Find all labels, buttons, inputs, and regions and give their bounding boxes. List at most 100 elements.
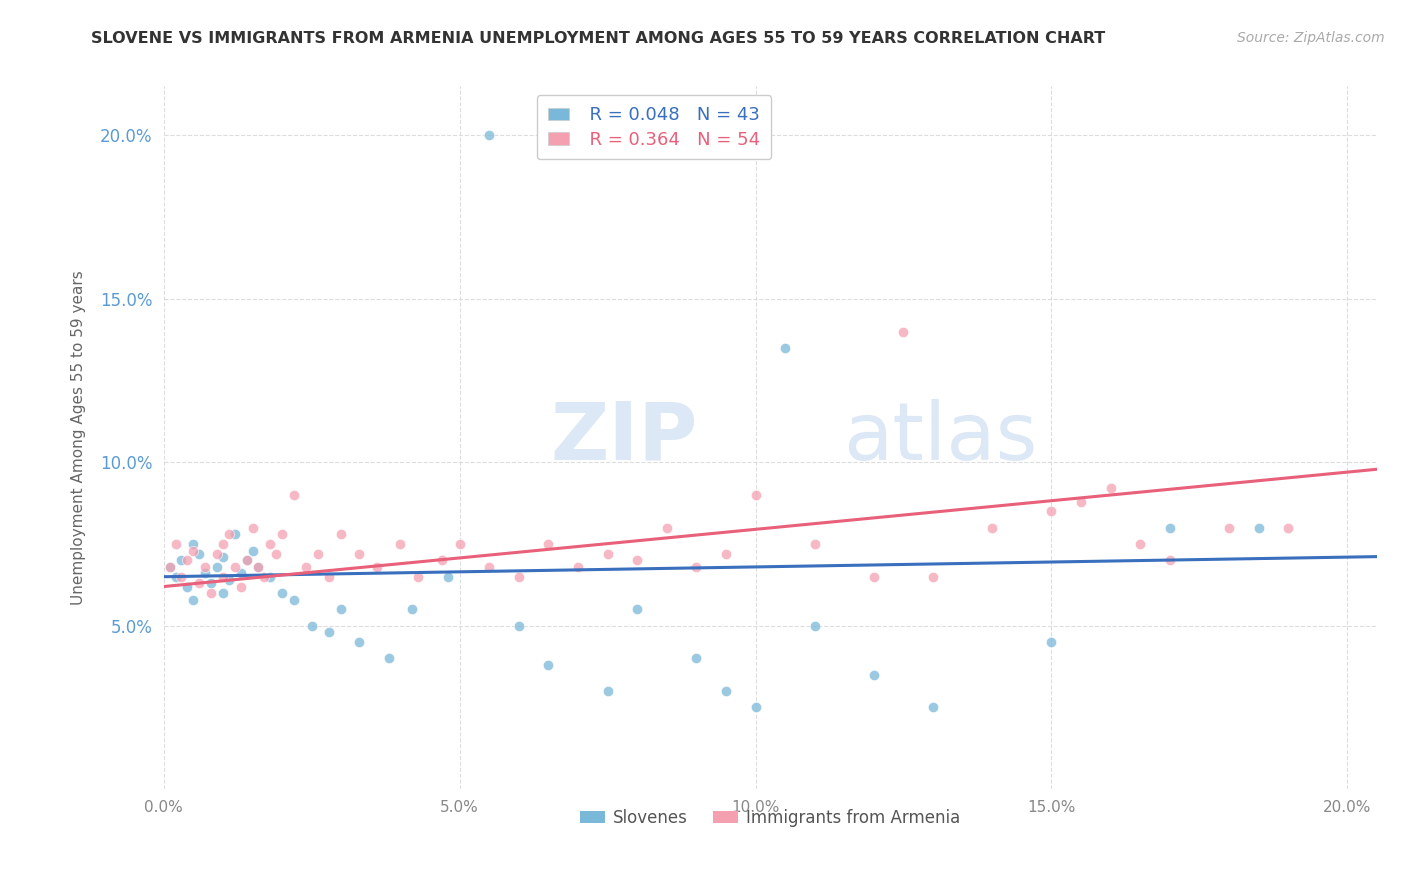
Point: [247, 560, 270, 574]
Point: [1247, 521, 1270, 535]
Point: [253, 570, 276, 584]
Point: [205, 547, 228, 561]
Point: [863, 668, 886, 682]
Point: [406, 570, 429, 584]
Point: [1040, 635, 1063, 649]
Point: [218, 573, 240, 587]
Point: [218, 527, 240, 541]
Point: [194, 560, 217, 574]
Point: [165, 570, 187, 584]
Point: [307, 547, 329, 561]
Point: [596, 684, 619, 698]
Text: ZIP: ZIP: [550, 399, 697, 477]
Point: [773, 341, 796, 355]
Point: [508, 570, 530, 584]
Point: [242, 521, 264, 535]
Point: [401, 602, 423, 616]
Point: [922, 700, 945, 714]
Point: [449, 537, 471, 551]
Point: [271, 586, 294, 600]
Point: [176, 553, 198, 567]
Point: [436, 570, 458, 584]
Point: [264, 547, 287, 561]
Point: [318, 570, 340, 584]
Point: [235, 553, 257, 567]
Point: [259, 537, 281, 551]
Text: SLOVENE VS IMMIGRANTS FROM ARMENIA UNEMPLOYMENT AMONG AGES 55 TO 59 YEARS CORREL: SLOVENE VS IMMIGRANTS FROM ARMENIA UNEMP…: [91, 31, 1105, 46]
Point: [478, 560, 501, 574]
Point: [626, 553, 648, 567]
Point: [1277, 521, 1299, 535]
Point: [165, 537, 187, 551]
Point: [1040, 504, 1063, 518]
Point: [596, 547, 619, 561]
Point: [1099, 482, 1122, 496]
Point: [271, 527, 294, 541]
Legend: Slovenes, Immigrants from Armenia: Slovenes, Immigrants from Armenia: [574, 802, 967, 834]
Point: [183, 592, 205, 607]
Point: [159, 560, 181, 574]
Point: [188, 576, 211, 591]
Point: [389, 537, 412, 551]
Point: [183, 537, 205, 551]
Point: [330, 527, 353, 541]
Point: [242, 543, 264, 558]
Point: [212, 550, 235, 565]
Point: [229, 580, 252, 594]
Point: [685, 560, 707, 574]
Point: [893, 325, 915, 339]
Point: [235, 553, 257, 567]
Point: [224, 527, 246, 541]
Point: [626, 602, 648, 616]
Point: [655, 521, 678, 535]
Point: [183, 543, 205, 558]
Point: [212, 586, 235, 600]
Point: [205, 560, 228, 574]
Point: [537, 537, 560, 551]
Point: [194, 566, 217, 581]
Point: [803, 537, 825, 551]
Point: [981, 521, 1004, 535]
Point: [863, 570, 886, 584]
Point: [744, 700, 766, 714]
Point: [508, 619, 530, 633]
Point: [366, 560, 388, 574]
Point: [176, 580, 198, 594]
Point: [247, 560, 270, 574]
Point: [259, 570, 281, 584]
Point: [537, 658, 560, 673]
Point: [714, 684, 737, 698]
Point: [1159, 521, 1181, 535]
Point: [170, 570, 193, 584]
Point: [1218, 521, 1240, 535]
Point: [922, 570, 945, 584]
Point: [347, 635, 370, 649]
Y-axis label: Unemployment Among Ages 55 to 59 years: Unemployment Among Ages 55 to 59 years: [72, 270, 86, 605]
Point: [229, 566, 252, 581]
Point: [330, 602, 353, 616]
Point: [377, 651, 399, 665]
Point: [1070, 494, 1092, 508]
Point: [200, 586, 222, 600]
Point: [200, 576, 222, 591]
Point: [301, 619, 323, 633]
Point: [170, 553, 193, 567]
Point: [478, 128, 501, 143]
Point: [803, 619, 825, 633]
Point: [283, 592, 305, 607]
Point: [1129, 537, 1152, 551]
Point: [294, 560, 316, 574]
Point: [188, 547, 211, 561]
Point: [714, 547, 737, 561]
Point: [685, 651, 707, 665]
Point: [224, 560, 246, 574]
Point: [318, 625, 340, 640]
Point: [283, 488, 305, 502]
Point: [159, 560, 181, 574]
Point: [430, 553, 453, 567]
Point: [744, 488, 766, 502]
Text: atlas: atlas: [844, 399, 1038, 477]
Point: [567, 560, 589, 574]
Point: [212, 537, 235, 551]
Point: [1159, 553, 1181, 567]
